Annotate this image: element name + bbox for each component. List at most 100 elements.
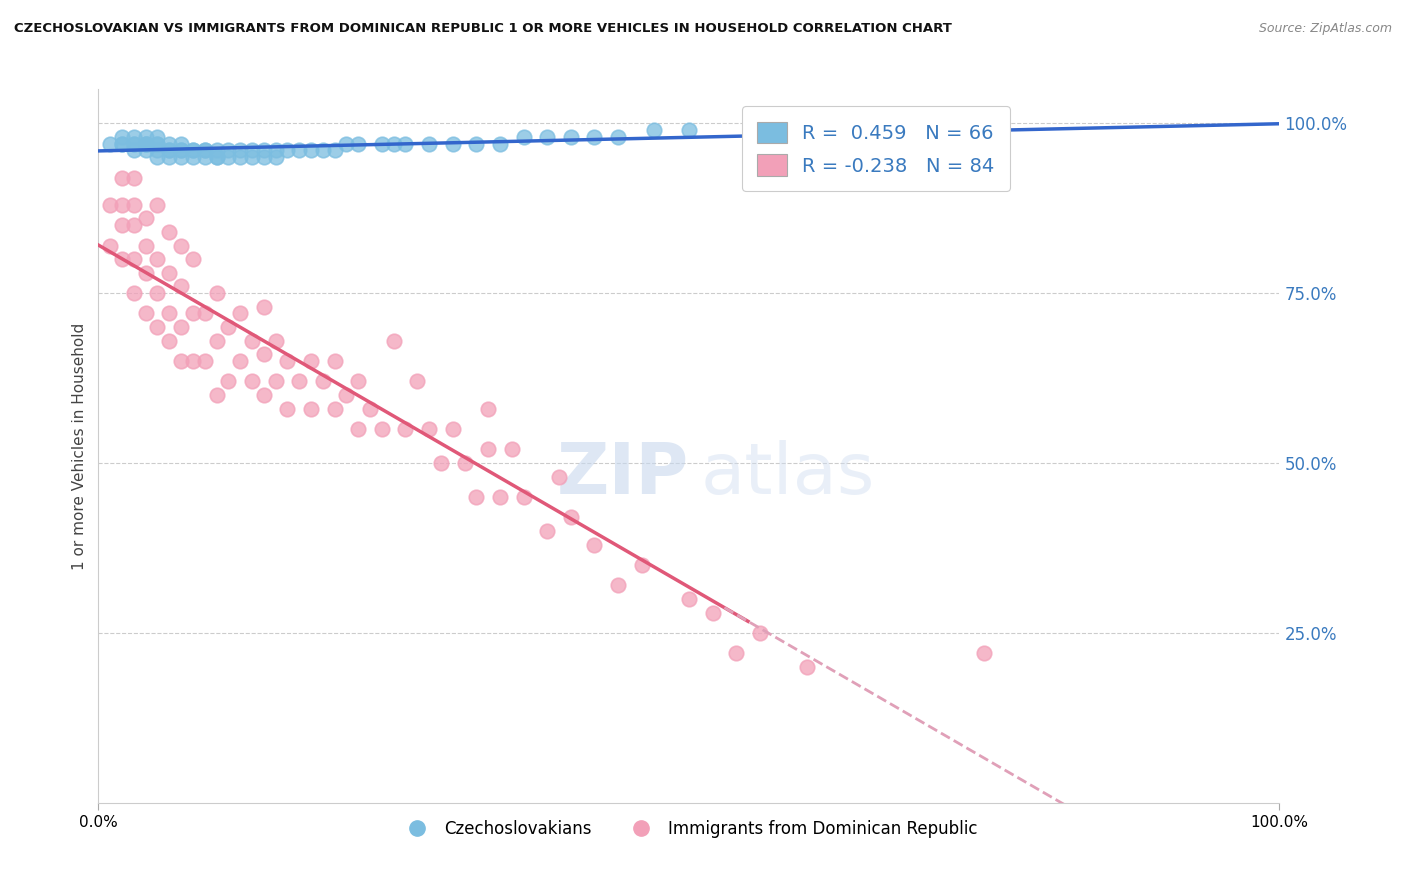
Point [288,144,311,158]
Point [146,136,169,151]
Point [181,144,204,158]
Point [122,286,145,301]
Point [135,136,157,151]
Point [264,144,287,158]
Point [194,144,217,158]
Point [135,266,157,280]
Point [583,129,606,144]
Point [135,306,157,320]
Point [157,306,180,320]
Point [122,170,145,185]
Point [240,375,263,389]
Point [512,490,534,504]
Point [157,334,180,348]
Point [181,144,204,158]
Point [253,150,276,164]
Point [607,129,630,144]
Point [229,354,252,368]
Point [157,136,180,151]
Point [299,144,322,158]
Point [465,490,488,504]
Point [170,238,193,252]
Point [441,136,464,151]
Point [583,537,606,551]
Point [501,442,523,457]
Point [135,136,157,151]
Point [135,129,157,144]
Point [98,198,121,212]
Point [548,469,571,483]
Point [276,401,298,416]
Point [217,144,239,158]
Point [170,320,193,334]
Point [512,129,534,144]
Point [973,646,995,660]
Point [430,456,453,470]
Point [264,150,287,164]
Point [253,300,276,314]
Point [299,354,322,368]
Point [205,144,228,158]
Point [135,136,157,151]
Point [264,334,287,348]
Point [323,401,346,416]
Point [796,660,818,674]
Point [630,558,652,572]
Point [477,401,499,416]
Point [217,150,239,164]
Point [359,401,381,416]
Point [441,422,464,436]
Text: Source: ZipAtlas.com: Source: ZipAtlas.com [1258,22,1392,36]
Point [194,144,217,158]
Point [98,238,121,252]
Point [702,606,724,620]
Point [135,211,157,226]
Point [607,578,630,592]
Point [181,150,204,164]
Point [253,388,276,402]
Point [111,218,134,232]
Point [335,388,357,402]
Text: CZECHOSLOVAKIAN VS IMMIGRANTS FROM DOMINICAN REPUBLIC 1 OR MORE VEHICLES IN HOUS: CZECHOSLOVAKIAN VS IMMIGRANTS FROM DOMIN… [14,22,952,36]
Point [229,306,252,320]
Y-axis label: 1 or more Vehicles in Household: 1 or more Vehicles in Household [72,322,87,570]
Point [276,144,298,158]
Point [217,375,239,389]
Point [194,306,217,320]
Point [418,136,440,151]
Point [170,144,193,158]
Point [122,252,145,266]
Point [111,198,134,212]
Point [122,136,145,151]
Point [347,136,370,151]
Point [312,375,335,389]
Point [229,144,252,158]
Point [157,225,180,239]
Point [135,238,157,252]
Point [382,136,405,151]
Point [146,136,169,151]
Point [111,136,134,151]
Point [288,375,311,389]
Point [406,375,429,389]
Point [276,354,298,368]
Point [678,123,700,137]
Point [181,252,204,266]
Point [382,334,405,348]
Point [170,136,193,151]
Point [170,150,193,164]
Text: ZIP: ZIP [557,440,689,509]
Point [157,150,180,164]
Point [170,279,193,293]
Point [157,144,180,158]
Point [560,510,582,524]
Point [157,266,180,280]
Point [205,286,228,301]
Point [371,136,394,151]
Point [253,144,276,158]
Point [111,129,134,144]
Point [453,456,475,470]
Point [347,422,370,436]
Point [135,144,157,158]
Point [253,347,276,361]
